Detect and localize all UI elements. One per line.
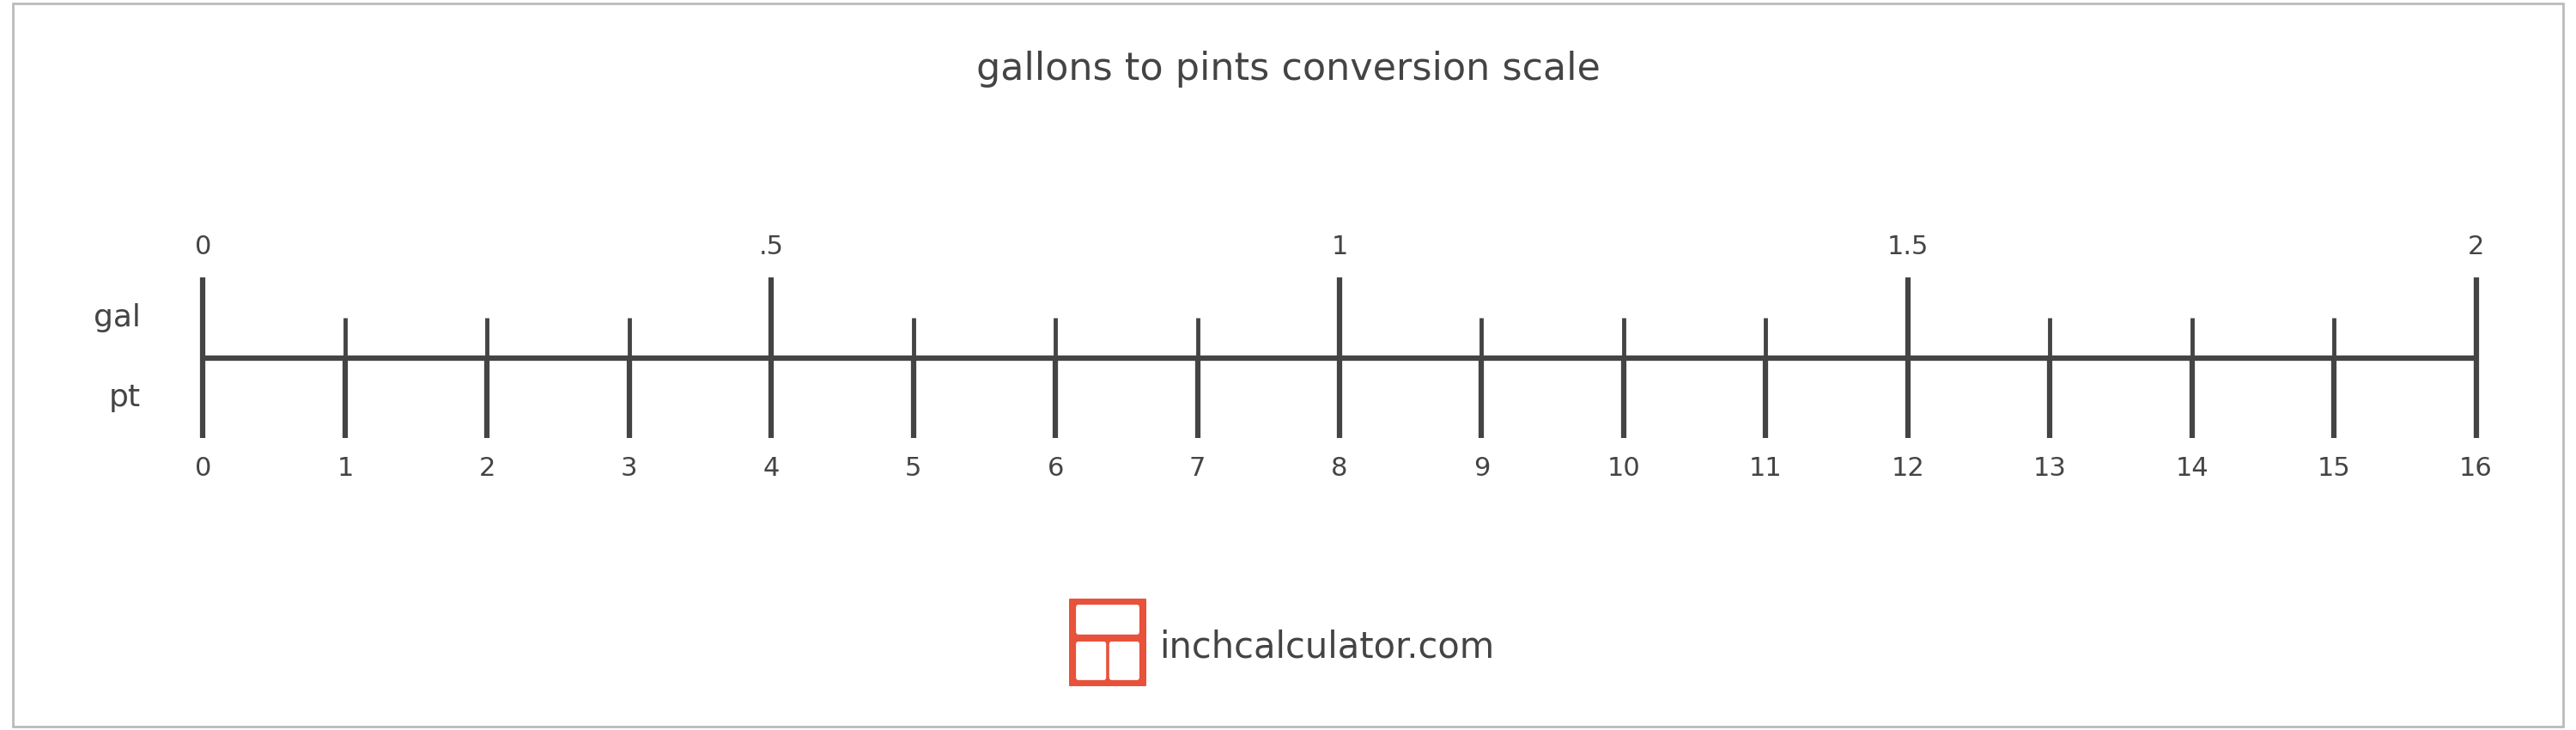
Text: 3: 3 [621, 456, 639, 481]
Text: 14: 14 [2174, 456, 2208, 481]
Text: 10: 10 [1607, 456, 1641, 481]
Text: gal: gal [93, 303, 142, 332]
Text: 2: 2 [479, 456, 495, 481]
FancyBboxPatch shape [1077, 604, 1139, 634]
Text: pt: pt [108, 383, 142, 412]
Text: 12: 12 [1891, 456, 1924, 481]
Text: 7: 7 [1190, 456, 1206, 481]
Text: 4: 4 [762, 456, 781, 481]
FancyBboxPatch shape [1077, 642, 1105, 680]
Text: 2: 2 [2468, 234, 2483, 259]
Text: 16: 16 [2460, 456, 2494, 481]
Text: .5: .5 [760, 234, 783, 259]
Text: 0: 0 [196, 234, 211, 259]
Text: 1: 1 [1332, 234, 1347, 259]
Text: 11: 11 [1749, 456, 1783, 481]
Text: 1: 1 [337, 456, 353, 481]
Text: 8: 8 [1332, 456, 1347, 481]
Text: 9: 9 [1473, 456, 1489, 481]
Text: 5: 5 [904, 456, 922, 481]
Text: 6: 6 [1046, 456, 1064, 481]
Text: 15: 15 [2318, 456, 2349, 481]
Text: gallons to pints conversion scale: gallons to pints conversion scale [976, 51, 1600, 88]
Text: 13: 13 [2032, 456, 2066, 481]
FancyBboxPatch shape [1069, 596, 1146, 689]
FancyBboxPatch shape [1110, 642, 1139, 680]
Text: 0: 0 [196, 456, 211, 481]
Text: inchcalculator.com: inchcalculator.com [1159, 629, 1494, 665]
Text: 1.5: 1.5 [1888, 234, 1929, 259]
